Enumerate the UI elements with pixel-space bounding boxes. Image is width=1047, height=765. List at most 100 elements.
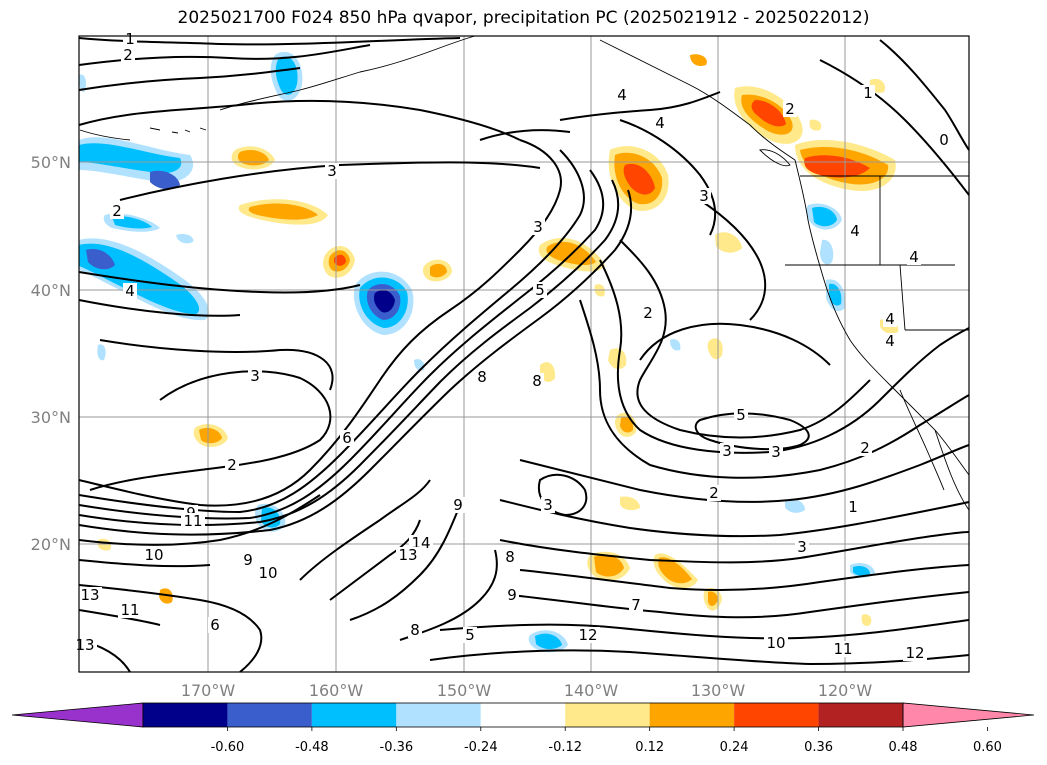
contour-label-bg	[903, 645, 927, 661]
contour-line	[78, 494, 321, 546]
contour-label-bg	[325, 163, 339, 179]
contour-line	[879, 39, 970, 151]
contour-line	[349, 504, 461, 621]
contour-line	[78, 559, 211, 568]
colorbar-segment	[565, 703, 650, 727]
contour-label: 11	[833, 640, 852, 658]
colorbar-segment	[396, 703, 481, 727]
contour-label-bg	[503, 549, 517, 565]
contour-line	[509, 591, 970, 619]
contour-label-bg	[78, 587, 102, 603]
contour-label: 0	[939, 131, 949, 149]
contour-line	[78, 99, 521, 141]
contour-line	[78, 189, 633, 536]
contour-line	[89, 370, 332, 491]
contour-label-bg	[530, 373, 544, 389]
precip-negative-blob	[373, 290, 395, 313]
contour-label: 8	[477, 368, 487, 386]
contour-label: 3	[699, 187, 709, 205]
contour-label: 4	[617, 86, 627, 104]
contour-label-bg	[769, 444, 783, 460]
contour-label-bg	[629, 597, 643, 613]
contour-label-bg	[615, 87, 629, 103]
colorbar-tick-label: 0.60	[973, 740, 1002, 755]
precip-positive-blob	[623, 163, 655, 195]
map-panel: 1232432911533441202533231238995886712101…	[73, 30, 970, 673]
precip-negative-blob	[97, 344, 106, 361]
contour-label-bg	[858, 440, 872, 456]
contour-label: 10	[144, 546, 163, 564]
colorbar-segment	[480, 703, 566, 727]
contour-label: 9	[507, 586, 517, 604]
north-america-west-coast	[794, 159, 970, 476]
contour-line	[78, 179, 620, 527]
contour-label: 4	[125, 282, 135, 300]
contour-label-bg	[831, 641, 855, 657]
colorbar-tick-label: -0.12	[548, 740, 582, 755]
colorbar-extend-max	[902, 702, 1035, 728]
contour-line	[519, 444, 970, 503]
contour-label-bg	[248, 368, 262, 384]
contour-label: 4	[850, 222, 860, 240]
contour-label-bg	[641, 305, 655, 321]
contour-line	[78, 299, 241, 317]
contour-line	[429, 649, 970, 666]
contour-line	[329, 519, 421, 601]
precip-positive-blob	[804, 155, 870, 178]
contour-label: 9	[243, 551, 253, 569]
contour-line	[78, 149, 585, 514]
contour-label-bg	[541, 497, 555, 513]
contour-label: 9	[453, 496, 463, 514]
contour-label-bg	[795, 539, 809, 555]
precip-positive-blob	[199, 427, 222, 444]
precip-negative-blob	[535, 633, 562, 650]
contour-line	[78, 169, 605, 520]
contour-label: 1	[125, 30, 135, 48]
latitude-label: 40°N	[31, 281, 71, 300]
contour-label: 2	[123, 46, 133, 64]
colorbar-segment	[818, 703, 903, 727]
contour-label-bg	[110, 203, 124, 219]
contour-label-bg	[697, 188, 711, 204]
precip-positive-blob	[620, 496, 640, 511]
longitude-label: 170°W	[181, 681, 236, 700]
colorbar-segment	[649, 703, 735, 727]
colorbar-tick-label: 0.12	[635, 740, 664, 755]
contour-label: 2	[709, 484, 719, 502]
contour-label-bg	[463, 627, 477, 643]
precip-negative-blob	[820, 239, 834, 265]
colorbar-segment	[734, 703, 819, 727]
contour-label-bg	[848, 223, 862, 239]
precip-positive-blob	[708, 591, 718, 606]
colorbar: -0.60 -0.48 -0.36 -0.24 -0.12 0.12 0.24 0.36 0.4…	[11, 702, 1035, 755]
contour-label: 12	[578, 626, 597, 644]
contour-label-bg	[707, 485, 721, 501]
contour-label-bg	[340, 430, 354, 446]
precip-positive-blob	[594, 554, 624, 577]
contour-label: 5	[736, 406, 746, 424]
contour-line	[819, 59, 970, 196]
latitude-label: 20°N	[31, 535, 71, 554]
contour-label-bg	[846, 499, 860, 515]
contour-label: 8	[505, 548, 515, 566]
contour-label: 2	[643, 304, 653, 322]
contour-label: 4	[885, 310, 895, 328]
longitude-label: 140°W	[564, 681, 619, 700]
us-state-border	[785, 176, 969, 331]
plot-title: 2025021700 F024 850 hPa qvapor, precipit…	[177, 8, 870, 28]
longitude-label: 130°W	[691, 681, 746, 700]
precip-negative-blob	[79, 143, 182, 174]
contour-label: 3	[250, 367, 260, 385]
colorbar-segment	[227, 703, 312, 727]
contour-label: 11	[183, 512, 202, 530]
contour-label: 13	[75, 636, 94, 654]
contour-label: 2	[785, 100, 795, 118]
contour-label-bg	[734, 407, 748, 423]
contour-label-bg	[883, 333, 897, 349]
colorbar-tick-label: -0.48	[295, 740, 329, 755]
contour-label: 3	[797, 538, 807, 556]
precip-negative-blob	[670, 339, 681, 351]
contour-label-bg	[531, 219, 545, 235]
colorbar-segment	[311, 703, 397, 727]
